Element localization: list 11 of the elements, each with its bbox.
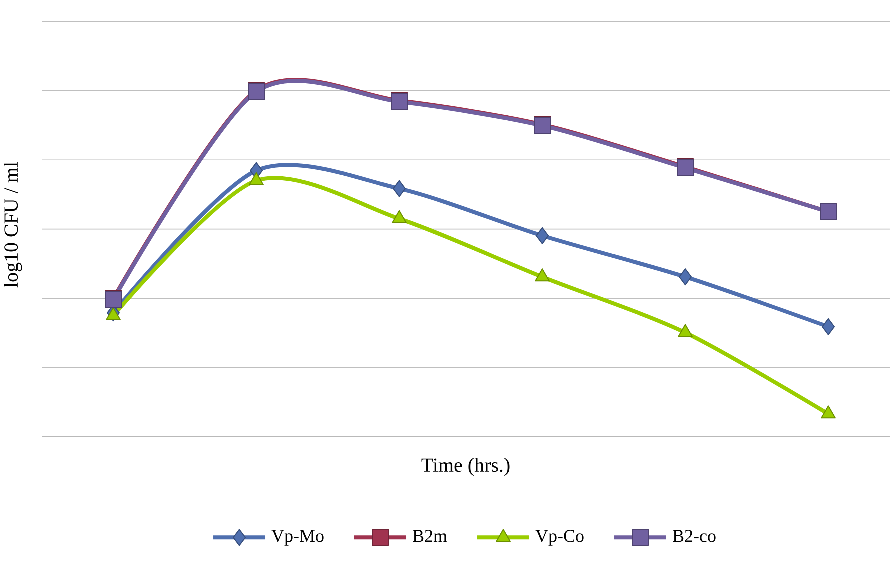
point (821, 406, 836, 419)
legend-label: Vp-Co (536, 530, 584, 546)
legend-label: B2-co (673, 530, 716, 542)
point (393, 180, 406, 198)
point (822, 318, 836, 336)
legend-label: B2m (413, 530, 448, 542)
point (536, 227, 550, 244)
point (679, 268, 692, 286)
legend-label: Vp-Mo (272, 530, 324, 546)
x-axis-title: Time (hrs.) (422, 458, 510, 476)
y-axis-title: log10 CFU / ml (4, 162, 22, 288)
